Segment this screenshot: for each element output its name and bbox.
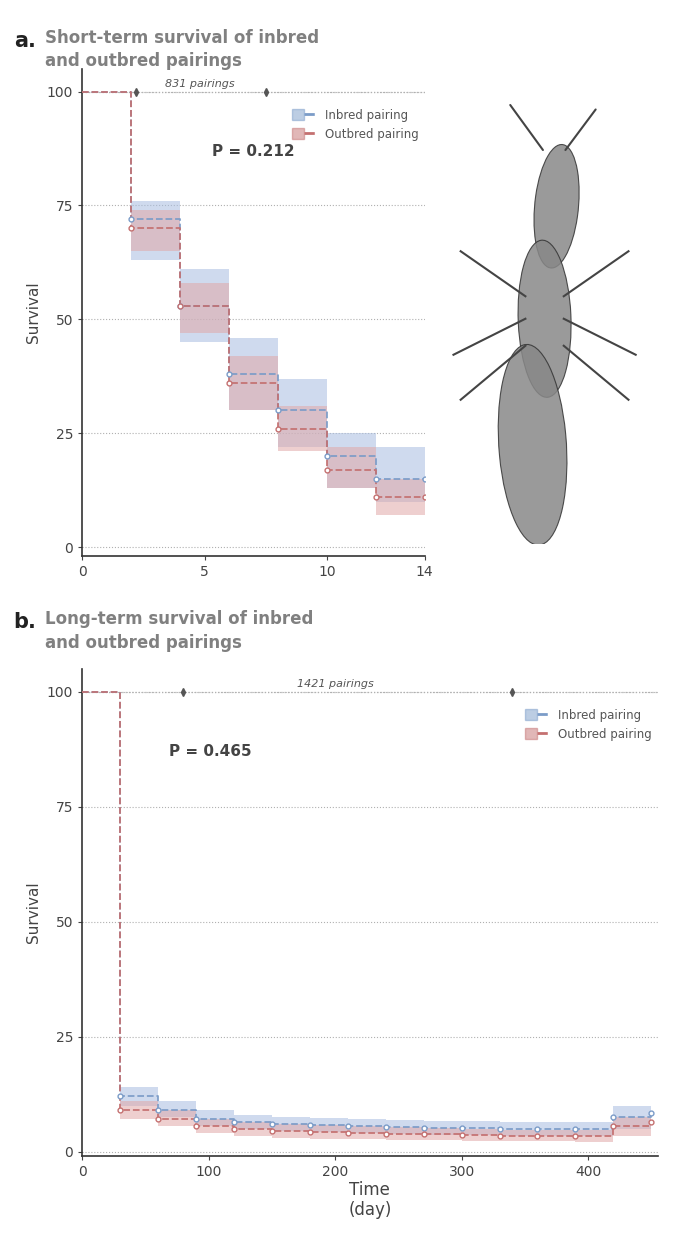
X-axis label: Time
(day): Time (day) xyxy=(348,1181,392,1220)
Text: P = 0.212: P = 0.212 xyxy=(212,145,295,160)
Text: a.: a. xyxy=(14,31,36,51)
Text: b.: b. xyxy=(14,612,36,632)
Ellipse shape xyxy=(498,345,567,545)
Ellipse shape xyxy=(518,240,571,398)
Text: P = 0.465: P = 0.465 xyxy=(169,745,251,760)
Legend: Inbred pairing, Outbred pairing: Inbred pairing, Outbred pairing xyxy=(525,709,651,741)
Text: Long-term survival of inbred
and outbred pairings: Long-term survival of inbred and outbred… xyxy=(45,610,313,651)
Y-axis label: Survival: Survival xyxy=(26,281,41,344)
Ellipse shape xyxy=(534,145,579,268)
Legend: Inbred pairing, Outbred pairing: Inbred pairing, Outbred pairing xyxy=(292,109,419,141)
Text: Short-term survival of inbred
and outbred pairings: Short-term survival of inbred and outbre… xyxy=(45,29,319,70)
Text: 1421 pairings: 1421 pairings xyxy=(297,680,373,690)
Y-axis label: Survival: Survival xyxy=(26,881,41,944)
Text: 831 pairings: 831 pairings xyxy=(165,79,234,89)
